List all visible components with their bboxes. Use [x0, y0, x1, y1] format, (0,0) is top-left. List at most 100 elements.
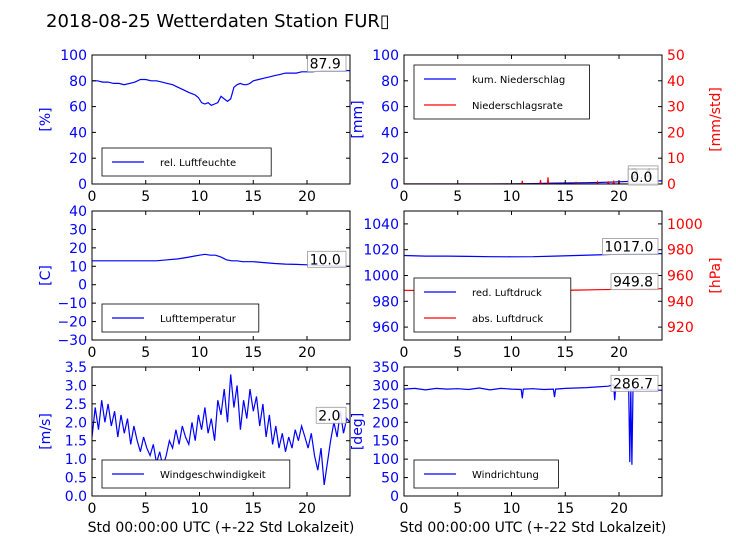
y-tick-label: 10 [69, 259, 87, 275]
y-tick-label: 100 [60, 48, 87, 64]
y-axis-label: [mm] [350, 100, 366, 138]
y-tick-label: −20 [57, 315, 87, 331]
x-tick-label: 15 [244, 345, 262, 361]
last-value-label-0: 1017.0 [604, 240, 653, 256]
legend-entry: Windgeschwindigkeit [160, 470, 266, 481]
y-tick-label: −30 [57, 333, 87, 349]
last-value-label-1: 0.0 [630, 170, 652, 186]
series-line-0 [404, 383, 662, 465]
y-tick-label: 1040 [363, 217, 399, 233]
y-tick-label: −10 [57, 296, 87, 312]
x-tick-label: 10 [191, 501, 209, 517]
y-tick-label: 80 [381, 74, 399, 90]
y-tick-label: 0.0 [65, 489, 87, 505]
y-axis-label: [deg] [350, 413, 366, 450]
y-tick-label: 2.5 [65, 397, 87, 413]
y2-axis-label: [mm/std] [708, 87, 724, 152]
legend-box [413, 277, 572, 333]
last-value-label: 2.0 [318, 408, 340, 424]
x-tick-label: 15 [556, 501, 574, 517]
x-tick-label: 10 [503, 345, 521, 361]
last-value-label-box [307, 250, 347, 268]
x-tick-label: 5 [453, 189, 462, 205]
last-value-label-1-box [627, 168, 659, 186]
y-tick-label: 150 [372, 434, 399, 450]
y2-tick-label: 10 [667, 151, 685, 167]
last-value-label-0-box [602, 238, 659, 255]
y-tick-label: 0 [390, 489, 399, 505]
y-tick-label: 20 [69, 241, 87, 257]
y-tick-label: 250 [372, 397, 399, 413]
x-tick-label: 5 [141, 501, 150, 517]
y-tick-label: 40 [69, 204, 87, 220]
y2-tick-label: 960 [667, 269, 694, 285]
y-tick-label: 350 [372, 360, 399, 376]
y-tick-label: 40 [381, 125, 399, 141]
series-line-1 [404, 177, 662, 184]
y2-tick-label: 30 [667, 100, 685, 116]
y2-tick-label: 20 [667, 125, 685, 141]
y-tick-label: 20 [381, 151, 399, 167]
y2-tick-label: 1000 [667, 217, 703, 233]
last-value-label-1-box [610, 273, 659, 291]
y-tick-label: 300 [372, 378, 399, 394]
x-tick-label: 20 [298, 501, 316, 517]
plot-frame [91, 366, 351, 497]
x-tick-label: 10 [191, 189, 209, 205]
legend-entry: Niederschlagsrate [472, 101, 563, 112]
y-tick-label: 1020 [363, 243, 399, 259]
y2-tick-label: 920 [667, 320, 694, 336]
y-axis-label: [%] [38, 107, 54, 131]
x-tick-label: 15 [244, 189, 262, 205]
panel-wind_speed: 0 5 10 15 20 0.0 0.5 1.0 1.5 2.0 2.5 3.0 3.5 [m/s] Std… [38, 360, 354, 536]
last-value-label: 286.7 [613, 376, 653, 392]
last-value-label: 87.9 [310, 57, 341, 73]
legend-box [413, 64, 590, 120]
y-tick-label: 0 [78, 177, 87, 193]
x-tick-label: 10 [503, 189, 521, 205]
figure-title: 2018-08-25 Wetterdaten Station FUR▯ [46, 11, 390, 32]
panel-temperature: 0 5 10 15 20 −30 −20 −10 0 10 20 30 40 [C] 10.0 Lufttem… [38, 204, 351, 361]
x-axis-label: Std 00:00:00 UTC (+-22 Std Lokalzeit) [400, 520, 667, 536]
y-axis-label: [C] [38, 265, 54, 286]
legend-entry: kum. Niederschlag [472, 75, 565, 86]
y2-tick-label: 980 [667, 243, 694, 259]
y-tick-label: 60 [381, 100, 399, 116]
x-tick-label: 15 [556, 189, 574, 205]
y-tick-label: 0 [78, 278, 87, 294]
x-tick-label: 0 [400, 189, 409, 205]
x-tick-label: 20 [610, 189, 628, 205]
x-tick-label: 5 [141, 345, 150, 361]
legend-entry: Windrichtung [472, 470, 539, 481]
y2-axis-label: [hPa] [708, 257, 724, 293]
y-tick-label: 980 [372, 294, 399, 310]
y-tick-label: 1.0 [65, 452, 87, 468]
y2-tick-label: 940 [667, 294, 694, 310]
plot-frame [91, 54, 351, 185]
y-tick-label: 2.0 [65, 415, 87, 431]
x-tick-label: 5 [453, 501, 462, 517]
y-tick-label: 50 [381, 471, 399, 487]
x-tick-label: 0 [400, 501, 409, 517]
legend-entry: red. Luftdruck [472, 288, 542, 299]
x-tick-label: 0 [88, 501, 97, 517]
last-value-label-box [307, 55, 347, 73]
series-line-0 [92, 69, 350, 106]
legend-entry: rel. Luftfeuchte [160, 158, 236, 169]
y2-tick-label: 40 [667, 74, 685, 90]
x-tick-label: 20 [298, 189, 316, 205]
plot-frame [403, 54, 663, 185]
y2-tick-label: 0 [667, 177, 676, 193]
y-tick-label: 30 [69, 222, 87, 238]
y-tick-label: 3.0 [65, 378, 87, 394]
y-tick-label: 1.5 [65, 434, 87, 450]
plot-frame [91, 210, 351, 341]
x-tick-label: 15 [556, 345, 574, 361]
last-value-label: 10.0 [310, 252, 341, 268]
y-tick-label: 100 [372, 452, 399, 468]
panel-humidity: 0 5 10 15 20 0 20 40 60 80 100 [%] 87.9 rel. Luftfeuc… [38, 48, 351, 205]
panel-pressure: 0 5 10 15 20 960 980 1000 1020 1040 920 940 960 980 10… [363, 210, 724, 361]
